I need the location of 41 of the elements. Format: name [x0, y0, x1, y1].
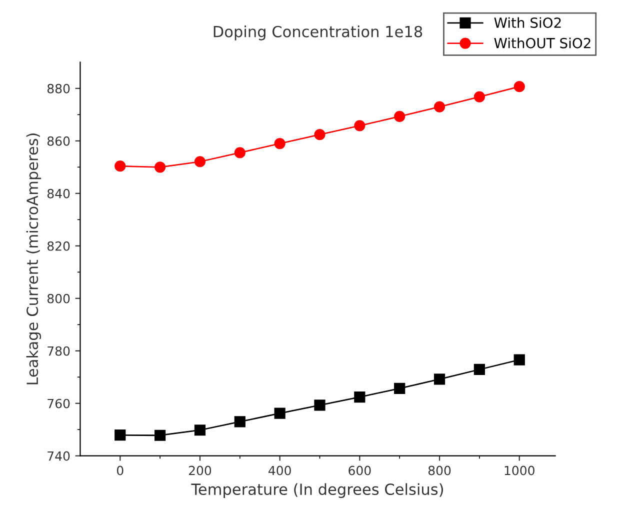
- y-tick-label: 780: [48, 346, 70, 356]
- x-tick-label: 1000: [504, 466, 534, 476]
- x-axis-title: Temperature (In degrees Celsius): [191, 483, 443, 498]
- point: [154, 162, 166, 173]
- point: [474, 364, 485, 376]
- point: [314, 129, 326, 140]
- point: [514, 354, 525, 366]
- y-tick-label: 860: [47, 136, 70, 146]
- point: [114, 160, 126, 172]
- point: [474, 91, 485, 102]
- point: [194, 156, 206, 168]
- y-tick-label: 820: [47, 241, 70, 251]
- x-tick-label: 200: [188, 466, 212, 476]
- point: [354, 391, 366, 403]
- point: [154, 430, 166, 441]
- x-tick-label: 800: [428, 466, 451, 476]
- point: [274, 138, 286, 150]
- point: [394, 110, 406, 122]
- point: [234, 147, 246, 158]
- point: [194, 424, 206, 436]
- point: [354, 120, 366, 132]
- point: [434, 374, 446, 385]
- y-tick-label: 760: [48, 398, 70, 408]
- point: [314, 400, 326, 411]
- y-axis-title: Leakage Current (microAmperes): [26, 134, 42, 384]
- x-tick-label: 400: [268, 466, 291, 476]
- legend-label: With SiO2: [494, 17, 561, 28]
- y-tick-label: 880: [47, 84, 70, 94]
- legend-label: WithOUT SiO2: [494, 38, 590, 48]
- point: [114, 430, 126, 441]
- y-tick-label: 800: [47, 294, 70, 304]
- chart-title: Doping Concentration 1e18: [214, 26, 422, 40]
- point: [274, 408, 286, 419]
- point: [234, 416, 246, 428]
- point: [394, 382, 406, 394]
- point: [514, 81, 525, 92]
- x-tick-label: 0: [116, 466, 124, 476]
- y-tick-label: 840: [47, 188, 70, 198]
- y-tick-label: 740: [48, 451, 70, 461]
- x-tick-label: 600: [348, 466, 371, 476]
- point: [434, 101, 446, 112]
